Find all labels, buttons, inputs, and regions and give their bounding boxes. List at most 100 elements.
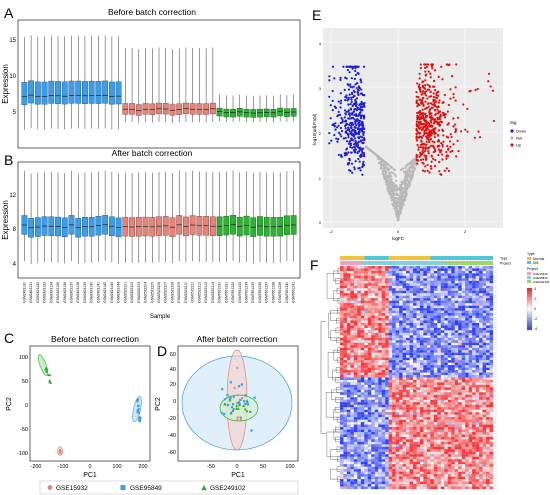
heatmap-cell bbox=[479, 404, 483, 408]
heatmap-cell bbox=[374, 392, 379, 395]
heatmap-cell bbox=[409, 298, 414, 301]
heatmap-cell bbox=[374, 300, 379, 304]
heatmap-cell bbox=[385, 332, 389, 336]
heatmap-cell bbox=[395, 310, 400, 314]
heatmap-cell bbox=[364, 327, 368, 331]
heatmap-cell bbox=[374, 345, 379, 348]
heatmap-cell bbox=[409, 350, 414, 353]
heatmap-cell bbox=[374, 298, 379, 301]
heatmap-cell bbox=[454, 325, 459, 329]
panel-e-yticks: 0 1 2 3 4 bbox=[319, 41, 322, 225]
heatmap-cell bbox=[468, 305, 473, 309]
heatmap-cell bbox=[447, 389, 452, 393]
heatmap-cell bbox=[402, 300, 407, 304]
panel-d-ytick: 40 bbox=[170, 367, 176, 373]
heatmap-cell bbox=[472, 360, 476, 363]
heatmap-cell bbox=[412, 360, 417, 363]
heatmap-cell bbox=[388, 325, 393, 329]
heatmap-cell bbox=[482, 290, 487, 294]
heatmap-cell bbox=[479, 310, 483, 314]
up-point bbox=[428, 171, 431, 174]
heatmap-cell bbox=[399, 300, 403, 304]
heatmap-cell bbox=[364, 382, 368, 386]
heatmap-cell bbox=[353, 280, 358, 284]
heatmap-cell bbox=[433, 300, 438, 304]
type-annotation-cell bbox=[475, 256, 480, 260]
heatmap-cell bbox=[346, 288, 351, 291]
heatmap-cell bbox=[357, 397, 361, 400]
up-point bbox=[438, 118, 441, 121]
down-point bbox=[340, 116, 343, 120]
heatmap-cell bbox=[447, 332, 452, 336]
box bbox=[41, 81, 48, 105]
heatmap-cell bbox=[378, 407, 382, 410]
heatmap-cell bbox=[433, 325, 438, 329]
heatmap-cell bbox=[426, 280, 431, 284]
heatmap-cell bbox=[346, 409, 351, 413]
heatmap-cell bbox=[399, 397, 403, 400]
not-sig-point bbox=[386, 189, 390, 193]
heatmap-cell bbox=[357, 275, 361, 279]
heatmap-cell bbox=[461, 278, 466, 281]
heatmap-cell bbox=[395, 360, 400, 363]
heatmap-cell bbox=[454, 273, 459, 277]
not-sig-point bbox=[389, 178, 392, 181]
down-point bbox=[349, 145, 352, 149]
heatmap-cell bbox=[479, 278, 483, 281]
heatmap-cell bbox=[479, 332, 483, 336]
project-annotation-cell bbox=[346, 261, 351, 265]
heatmap-cell bbox=[416, 404, 421, 408]
heatmap-cell bbox=[346, 345, 351, 348]
heatmap-cell bbox=[412, 310, 417, 314]
heatmap-cell bbox=[357, 325, 361, 329]
heatmap-cell bbox=[406, 330, 410, 333]
heatmap-cell bbox=[346, 303, 351, 306]
heatmap-cell bbox=[402, 392, 407, 395]
heatmap-cell bbox=[350, 268, 354, 272]
heatmap-cell bbox=[381, 394, 386, 398]
heatmap-cell bbox=[437, 293, 441, 296]
down-point bbox=[350, 77, 353, 80]
gse15932-point bbox=[236, 366, 239, 370]
panel-b-letter: B bbox=[4, 152, 13, 168]
heatmap-cell bbox=[433, 320, 438, 324]
heatmap-cell bbox=[381, 387, 386, 390]
heatmap-cell bbox=[451, 337, 455, 341]
heatmap-cell bbox=[399, 374, 403, 378]
not-sig-point bbox=[386, 186, 389, 189]
heatmap-cell bbox=[458, 342, 462, 346]
heatmap-cell bbox=[461, 357, 466, 361]
up-point bbox=[419, 120, 422, 123]
heatmap-cell bbox=[437, 370, 441, 373]
heatmap-cell bbox=[472, 352, 476, 356]
heatmap-cell bbox=[482, 268, 487, 272]
heatmap-cell bbox=[486, 270, 490, 274]
up-point bbox=[430, 65, 434, 68]
up-point bbox=[437, 138, 440, 142]
box bbox=[216, 107, 223, 117]
heatmap-cell bbox=[409, 270, 414, 274]
heatmap-cell bbox=[423, 327, 428, 331]
heatmap-cell bbox=[465, 313, 469, 316]
heatmap-cell bbox=[426, 320, 431, 324]
heatmap-cell bbox=[451, 268, 455, 272]
heatmap-cell bbox=[371, 387, 375, 390]
heatmap-cell bbox=[479, 305, 483, 309]
box bbox=[82, 81, 88, 104]
up-point bbox=[426, 83, 429, 86]
heatmap-cell bbox=[482, 337, 487, 341]
heatmap-cell bbox=[479, 280, 483, 284]
heatmap-cell bbox=[458, 345, 462, 348]
heatmap-cell bbox=[388, 337, 393, 341]
heatmap-cell bbox=[343, 355, 348, 358]
heatmap-cell bbox=[465, 387, 469, 390]
up-point bbox=[447, 136, 450, 139]
heatmap-cell bbox=[364, 377, 368, 381]
heatmap-cell bbox=[426, 330, 431, 333]
down-point bbox=[349, 132, 352, 135]
heatmap-cell bbox=[388, 300, 393, 304]
gse95849-point bbox=[244, 394, 247, 397]
heatmap-cell bbox=[479, 298, 483, 301]
heatmap-cell bbox=[385, 295, 389, 299]
heatmap-cell bbox=[402, 340, 407, 343]
